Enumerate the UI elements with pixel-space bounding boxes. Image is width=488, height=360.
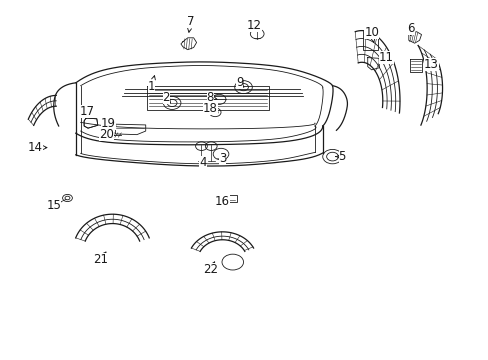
Text: 15: 15 (46, 199, 61, 212)
Text: 6: 6 (406, 22, 414, 35)
Text: 5: 5 (335, 150, 346, 163)
Text: 14: 14 (28, 141, 47, 154)
Text: 4: 4 (199, 156, 206, 169)
Text: 11: 11 (378, 51, 393, 64)
Text: 9: 9 (235, 76, 244, 89)
Text: 21: 21 (93, 252, 107, 266)
Text: 7: 7 (186, 15, 194, 32)
Text: 20: 20 (99, 128, 114, 141)
Text: 13: 13 (423, 58, 438, 71)
Text: 8: 8 (206, 91, 216, 104)
Text: 18: 18 (203, 102, 217, 114)
Text: 16: 16 (215, 195, 229, 208)
Text: 3: 3 (218, 152, 226, 165)
Text: 12: 12 (246, 19, 261, 32)
Bar (362, 31, 378, 50)
Text: 22: 22 (203, 262, 217, 276)
Text: 2: 2 (162, 91, 170, 104)
Text: 17: 17 (80, 105, 94, 118)
Polygon shape (84, 118, 98, 128)
Text: 10: 10 (364, 26, 378, 42)
Text: 19: 19 (101, 117, 116, 130)
Text: 1: 1 (147, 76, 155, 93)
